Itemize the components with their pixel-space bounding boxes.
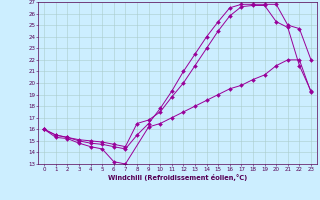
X-axis label: Windchill (Refroidissement éolien,°C): Windchill (Refroidissement éolien,°C) (108, 174, 247, 181)
